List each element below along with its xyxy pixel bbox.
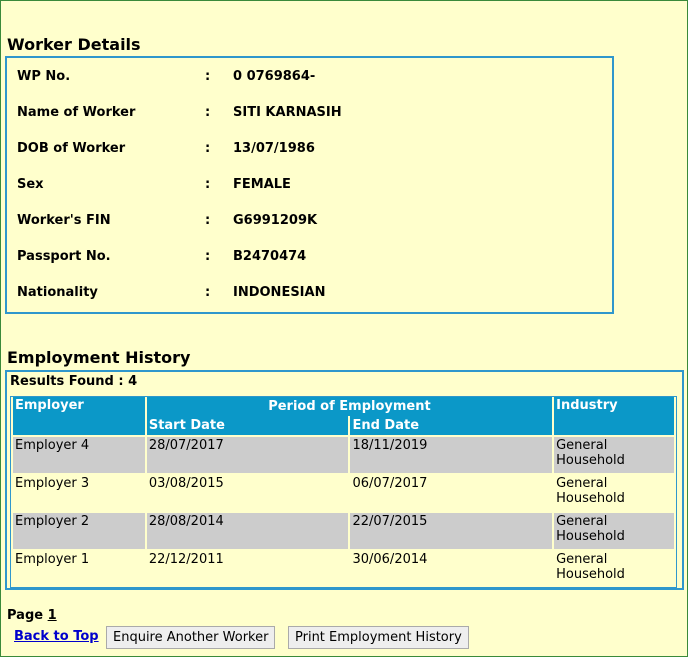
field-value: 13/07/1986 — [233, 141, 315, 156]
field-label: Name of Worker — [17, 105, 136, 120]
field-label: DOB of Worker — [17, 141, 126, 156]
field-separator: : — [205, 177, 211, 192]
history-row: Employer 1 22/12/2011 30/06/2014 General Ho… — [13, 549, 674, 587]
field-value: FEMALE — [233, 177, 291, 192]
enquire-button[interactable]: Enquire Another Worker — [106, 626, 276, 649]
pager: Page 1 — [7, 608, 57, 623]
history-cell: General Household — [554, 549, 674, 587]
header-cell: Period of Employment — [146, 397, 553, 416]
worker-box — [5, 56, 614, 314]
history-cell: General Household — [554, 511, 674, 549]
print-button[interactable]: Print Employment History — [288, 626, 469, 649]
history-cell: Employer 3 — [13, 473, 145, 511]
field-separator: : — [205, 285, 211, 300]
history-box — [5, 370, 684, 590]
field-separator: : — [205, 141, 211, 156]
header-cell: Employer — [13, 397, 145, 435]
page-link[interactable]: 1 — [47, 608, 57, 623]
field-value: 0 0769864- — [233, 69, 316, 84]
field-separator: : — [205, 213, 211, 228]
history-table: Employer Period of Employment Industry S… — [10, 396, 677, 588]
field-separator: : — [205, 105, 211, 120]
history-cell: 28/08/2014 — [146, 511, 349, 549]
history-row: Employer 2 28/08/2014 22/07/2015 General Ho… — [13, 511, 674, 549]
section-title: Employment History — [7, 348, 191, 367]
field-separator: : — [205, 69, 211, 84]
history-cell: Employer 2 — [13, 511, 145, 549]
history-cell: 22/07/2015 — [350, 511, 553, 549]
field-value: G6991209K — [233, 213, 318, 228]
history-row: Employer 3 03/08/2015 06/07/2017 General Ho… — [13, 473, 674, 511]
section-title: Worker Details — [7, 35, 141, 54]
field-value: INDONESIAN — [233, 285, 326, 300]
header-cell: Industry — [554, 397, 674, 435]
history-cell: 30/06/2014 — [350, 549, 553, 587]
history-row: Employer 4 28/07/2017 18/11/2019 General Ho… — [13, 435, 674, 473]
field-separator: : — [205, 249, 211, 264]
header-cell: End Date — [350, 416, 553, 435]
field-value: SITI KARNASIH — [233, 105, 342, 120]
history-cell: 06/07/2017 — [350, 473, 553, 511]
field-label: Worker's FIN — [17, 213, 111, 228]
field-label: WP No. — [17, 69, 71, 84]
history-cell: General Household — [554, 435, 674, 473]
page-label: Page — [7, 608, 44, 623]
history-cell: 28/07/2017 — [146, 435, 349, 473]
history-cell: 22/12/2011 — [146, 549, 349, 587]
results-count: Results Found : 4 — [10, 374, 138, 389]
field-value: B2470474 — [233, 249, 307, 264]
history-cell: 18/11/2019 — [350, 435, 553, 473]
header-cell: Start Date — [146, 416, 349, 435]
history-cell: 03/08/2015 — [146, 473, 349, 511]
back-to-top-link[interactable]: Back to Top — [14, 629, 99, 644]
history-cell: General Household — [554, 473, 674, 511]
history-cell: Employer 1 — [13, 549, 145, 587]
field-label: Passport No. — [17, 249, 111, 264]
history-cell: Employer 4 — [13, 435, 145, 473]
field-label: Sex — [17, 177, 44, 192]
field-label: Nationality — [17, 285, 98, 300]
